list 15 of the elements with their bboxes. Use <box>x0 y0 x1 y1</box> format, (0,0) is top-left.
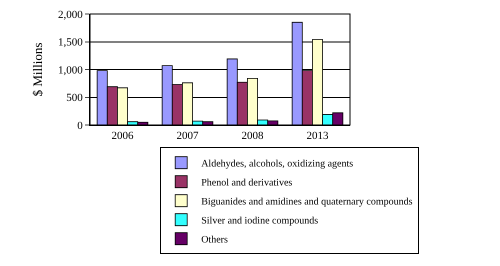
legend-label: Phenol and derivatives <box>201 178 292 189</box>
legend-label: Biguanides and amidines and quaternary compounds <box>201 196 413 208</box>
legend-label: Silver and iodine compounds <box>201 216 318 227</box>
x-tick-label: 2008 <box>242 130 264 142</box>
y-tick-label: 2,000 <box>58 8 84 21</box>
y-tick-label: 0 <box>77 120 84 132</box>
y-axis-title: $ Millions <box>30 42 45 96</box>
x-tick-label: 2013 <box>306 130 329 142</box>
x-tick-label: 2006 <box>112 130 134 142</box>
y-tick-label: 1,500 <box>58 36 84 49</box>
y-tick-label: 500 <box>66 92 84 104</box>
legend-label: Aldehydes, alcohols, oxidizing agents <box>201 158 354 170</box>
x-tick-label: 2007 <box>176 130 199 142</box>
y-tick-label: 1,000 <box>58 64 84 76</box>
legend-label: Others <box>201 234 228 246</box>
